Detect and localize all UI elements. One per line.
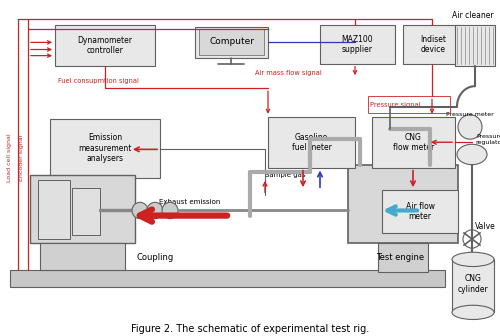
Text: Emission
measurement
analysers: Emission measurement analysers (78, 133, 132, 163)
Bar (320, 25, 395, 64)
Bar (199, 29, 264, 55)
Bar (40, 243, 125, 269)
Bar (348, 165, 458, 243)
Bar (30, 175, 135, 243)
Text: Encoder signal: Encoder signal (20, 134, 24, 181)
Ellipse shape (452, 252, 494, 266)
Circle shape (147, 202, 163, 219)
Text: Indiset
device: Indiset device (420, 35, 446, 54)
Text: Pressure signal: Pressure signal (370, 101, 420, 108)
Bar (452, 259, 494, 312)
Bar (50, 119, 160, 178)
Circle shape (458, 115, 482, 139)
Ellipse shape (457, 144, 487, 165)
Bar (368, 96, 450, 113)
Bar (382, 190, 458, 233)
Bar (72, 188, 100, 235)
Text: Fuel consupmtion signal: Fuel consupmtion signal (58, 78, 139, 84)
Text: Air cleaner: Air cleaner (452, 11, 494, 20)
Text: CNG
flow meter: CNG flow meter (393, 132, 434, 152)
Text: Computer: Computer (209, 37, 254, 46)
Text: Load cell signal: Load cell signal (8, 133, 12, 182)
Text: Coupling: Coupling (136, 253, 173, 262)
Text: Valve: Valve (474, 222, 496, 231)
Text: Gasoline
fuel meter: Gasoline fuel meter (292, 132, 332, 152)
Bar (10, 269, 445, 287)
Text: MAZ100
supplier: MAZ100 supplier (342, 35, 374, 54)
Circle shape (162, 202, 178, 219)
Bar (195, 27, 268, 58)
Bar (38, 180, 70, 239)
Bar (403, 25, 463, 64)
Text: Air mass flow signal: Air mass flow signal (255, 70, 322, 76)
Bar (378, 243, 428, 271)
Text: Pressure meter: Pressure meter (446, 112, 494, 117)
Text: Dynamometer
controller: Dynamometer controller (78, 36, 132, 55)
Text: Air flow
meter: Air flow meter (406, 202, 434, 221)
Bar (55, 25, 155, 66)
Text: CNG
cylinder: CNG cylinder (458, 274, 488, 294)
Text: Figure 2. The schematic of experimental test rig.: Figure 2. The schematic of experimental … (131, 324, 369, 334)
Circle shape (132, 202, 148, 219)
Bar (455, 25, 495, 66)
Text: Dynamometer: Dynamometer (52, 248, 108, 257)
Bar (372, 117, 455, 168)
Text: Test engine: Test engine (376, 253, 424, 262)
Ellipse shape (452, 305, 494, 320)
Text: Pressure
regulator: Pressure regulator (476, 134, 500, 145)
Text: Exhaust emission: Exhaust emission (160, 199, 220, 205)
Bar (268, 117, 355, 168)
Text: Sample gas: Sample gas (265, 172, 306, 178)
